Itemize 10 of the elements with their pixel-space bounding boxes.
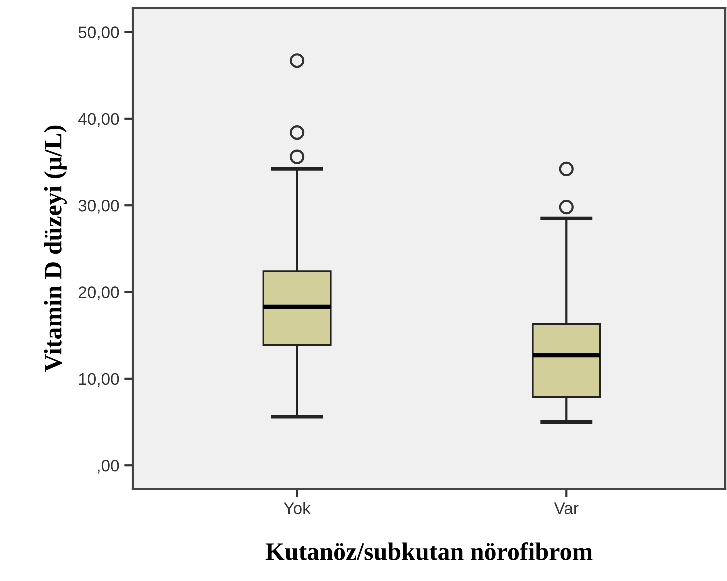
y-tick-label: 50,00 xyxy=(78,26,120,40)
x-axis-title: Kutanöz/subkutan nörofibrom xyxy=(266,542,593,560)
y-tick-label: 40,00 xyxy=(78,113,120,128)
y-tick-label: ,00 xyxy=(98,460,120,474)
y-tick-label: 20,00 xyxy=(78,286,120,300)
y-tick-label: 10,00 xyxy=(79,373,120,388)
y-axis-title: Vitamin D düzeyi (µ/L) xyxy=(44,126,67,372)
x-tick-label: Var xyxy=(554,502,579,514)
y-tick-label: 30,00 xyxy=(78,200,120,214)
x-tick-label: Yok xyxy=(284,502,311,514)
